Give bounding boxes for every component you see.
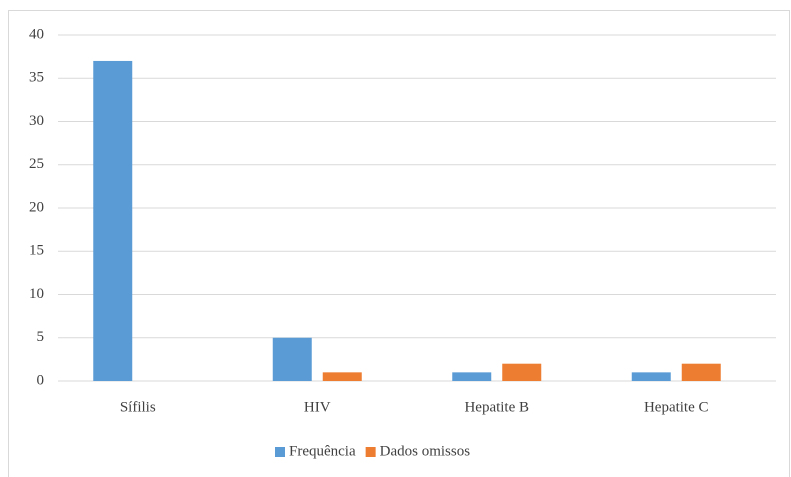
y-tick-label: 20 (29, 199, 44, 215)
bar (93, 60, 133, 381)
bar (452, 372, 492, 381)
bar (631, 372, 671, 381)
legend-swatch (365, 447, 376, 457)
y-tick-label: 15 (29, 243, 44, 259)
legend-label: Frequência (289, 443, 356, 459)
x-tick-label: Sífilis (120, 399, 156, 415)
y-tick-label: 0 (37, 372, 45, 388)
bar (681, 363, 721, 381)
x-tick-label: HIV (304, 399, 331, 415)
y-tick-label: 35 (29, 70, 44, 86)
bar (502, 363, 542, 381)
bar (272, 337, 312, 381)
bar (322, 372, 362, 381)
legend-swatch (275, 447, 285, 457)
x-tick-label: Hepatite B (464, 399, 529, 415)
legend-label: Dados omissos (380, 443, 471, 459)
chart-frame (8, 10, 790, 477)
y-tick-label: 30 (29, 113, 44, 129)
x-tick-label: Hepatite C (644, 399, 709, 415)
y-tick-label: 5 (37, 329, 45, 345)
y-tick-label: 40 (29, 26, 44, 42)
y-tick-label: 10 (29, 286, 44, 302)
y-tick-label: 25 (29, 156, 44, 172)
